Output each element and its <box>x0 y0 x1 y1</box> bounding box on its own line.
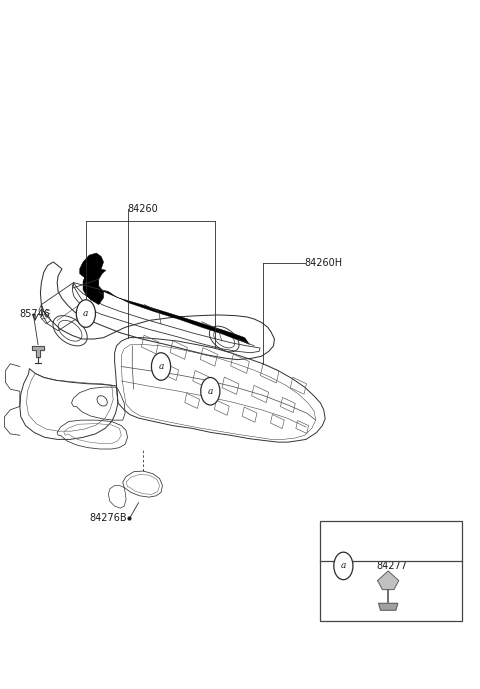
Polygon shape <box>379 604 398 610</box>
Circle shape <box>76 300 96 327</box>
Text: a: a <box>158 362 164 371</box>
Text: 85746: 85746 <box>19 309 50 318</box>
Polygon shape <box>80 253 104 279</box>
Polygon shape <box>378 571 399 590</box>
Polygon shape <box>32 346 44 357</box>
Bar <box>321 521 462 621</box>
Text: a: a <box>341 562 346 570</box>
Text: 84276B: 84276B <box>89 513 127 523</box>
Circle shape <box>201 378 220 405</box>
Text: a: a <box>208 387 213 395</box>
Text: 84277: 84277 <box>376 561 408 571</box>
Circle shape <box>334 552 353 579</box>
Text: 84260H: 84260H <box>305 258 343 268</box>
Polygon shape <box>83 267 250 344</box>
Circle shape <box>152 353 170 380</box>
Text: 84260: 84260 <box>128 204 158 214</box>
Text: a: a <box>83 309 89 318</box>
